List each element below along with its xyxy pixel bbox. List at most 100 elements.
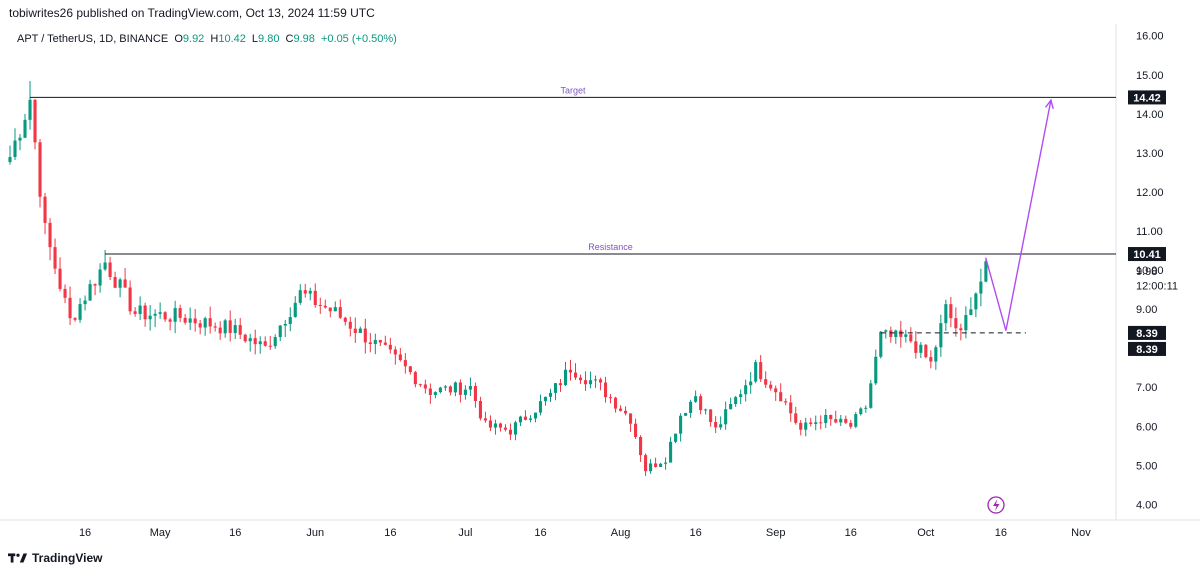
candle[interactable]: [373, 333, 377, 355]
candle[interactable]: [819, 415, 823, 430]
candle[interactable]: [543, 396, 548, 406]
candle[interactable]: [488, 415, 492, 432]
candle[interactable]: [328, 307, 332, 318]
candle[interactable]: [724, 401, 728, 430]
candle[interactable]: [538, 394, 543, 416]
candle[interactable]: [649, 459, 653, 474]
candle[interactable]: [53, 238, 57, 275]
candle[interactable]: [378, 339, 382, 347]
candle[interactable]: [463, 385, 467, 400]
candle[interactable]: [749, 372, 753, 394]
candle[interactable]: [934, 345, 938, 370]
candle[interactable]: [133, 307, 137, 317]
candle[interactable]: [13, 128, 17, 161]
candle[interactable]: [939, 314, 943, 357]
candle[interactable]: [443, 385, 447, 391]
candle[interactable]: [193, 308, 197, 332]
candle[interactable]: [343, 316, 347, 326]
candle[interactable]: [148, 305, 152, 331]
candle[interactable]: [78, 298, 82, 323]
candle[interactable]: [669, 436, 673, 463]
candle[interactable]: [88, 279, 92, 301]
candle[interactable]: [979, 268, 983, 307]
candle[interactable]: [508, 423, 513, 440]
candle[interactable]: [709, 409, 713, 427]
candle[interactable]: [619, 405, 623, 412]
candle[interactable]: [634, 418, 638, 439]
candle[interactable]: [228, 310, 232, 342]
candle[interactable]: [23, 113, 27, 139]
candle[interactable]: [338, 299, 342, 319]
candle[interactable]: [178, 304, 182, 323]
candle[interactable]: [959, 323, 963, 341]
candle[interactable]: [849, 419, 853, 429]
candle[interactable]: [794, 406, 798, 425]
candle[interactable]: [568, 359, 573, 381]
candle[interactable]: [513, 420, 518, 441]
candle[interactable]: [558, 378, 563, 392]
symbol-label[interactable]: APT / TetherUS, 1D, BINANCE: [17, 33, 169, 45]
candle[interactable]: [153, 309, 157, 328]
candle[interactable]: [298, 284, 302, 305]
candle[interactable]: [58, 257, 62, 292]
candle[interactable]: [608, 393, 613, 404]
candle[interactable]: [473, 382, 477, 408]
candle[interactable]: [303, 283, 307, 298]
candle[interactable]: [573, 363, 578, 380]
candle[interactable]: [553, 382, 558, 401]
candle[interactable]: [208, 306, 212, 334]
candle[interactable]: [348, 316, 352, 337]
candle[interactable]: [984, 257, 988, 283]
candle[interactable]: [458, 379, 462, 403]
candle[interactable]: [278, 324, 282, 342]
candle[interactable]: [8, 145, 12, 165]
candle[interactable]: [168, 317, 172, 331]
candle[interactable]: [308, 287, 312, 301]
candle[interactable]: [478, 396, 482, 421]
candle[interactable]: [413, 370, 417, 388]
candle[interactable]: [799, 419, 803, 436]
candle[interactable]: [453, 381, 457, 397]
candle[interactable]: [889, 326, 893, 343]
candle[interactable]: [844, 415, 848, 425]
candle[interactable]: [38, 138, 42, 208]
candle[interactable]: [629, 413, 633, 432]
candle[interactable]: [899, 320, 903, 348]
candle[interactable]: [904, 329, 908, 343]
candle[interactable]: [448, 385, 452, 396]
candle[interactable]: [739, 389, 743, 405]
candle[interactable]: [393, 346, 397, 365]
candle[interactable]: [383, 335, 387, 346]
candle[interactable]: [639, 435, 643, 462]
candle[interactable]: [814, 415, 818, 431]
candle[interactable]: [73, 317, 77, 322]
candle[interactable]: [183, 313, 187, 325]
candle[interactable]: [498, 422, 502, 432]
candle[interactable]: [774, 385, 778, 401]
candle[interactable]: [674, 433, 678, 444]
candle[interactable]: [358, 326, 362, 334]
candle[interactable]: [834, 410, 838, 424]
candle[interactable]: [418, 383, 422, 387]
candle[interactable]: [468, 377, 472, 396]
candle[interactable]: [68, 286, 72, 325]
candle[interactable]: [313, 283, 317, 308]
candle[interactable]: [108, 256, 112, 281]
candle[interactable]: [223, 318, 227, 338]
candle[interactable]: [578, 374, 583, 384]
candle[interactable]: [258, 336, 262, 354]
candle[interactable]: [283, 319, 287, 338]
candle[interactable]: [598, 377, 603, 391]
candle[interactable]: [894, 329, 898, 344]
candle[interactable]: [789, 395, 793, 422]
candle[interactable]: [503, 424, 507, 432]
candle[interactable]: [909, 327, 913, 343]
candle[interactable]: [974, 292, 978, 318]
candle[interactable]: [493, 419, 497, 435]
candle[interactable]: [779, 383, 783, 402]
candle[interactable]: [163, 311, 167, 322]
candle[interactable]: [138, 296, 142, 320]
candle[interactable]: [764, 371, 768, 389]
candle[interactable]: [273, 334, 277, 349]
candle[interactable]: [158, 302, 162, 319]
